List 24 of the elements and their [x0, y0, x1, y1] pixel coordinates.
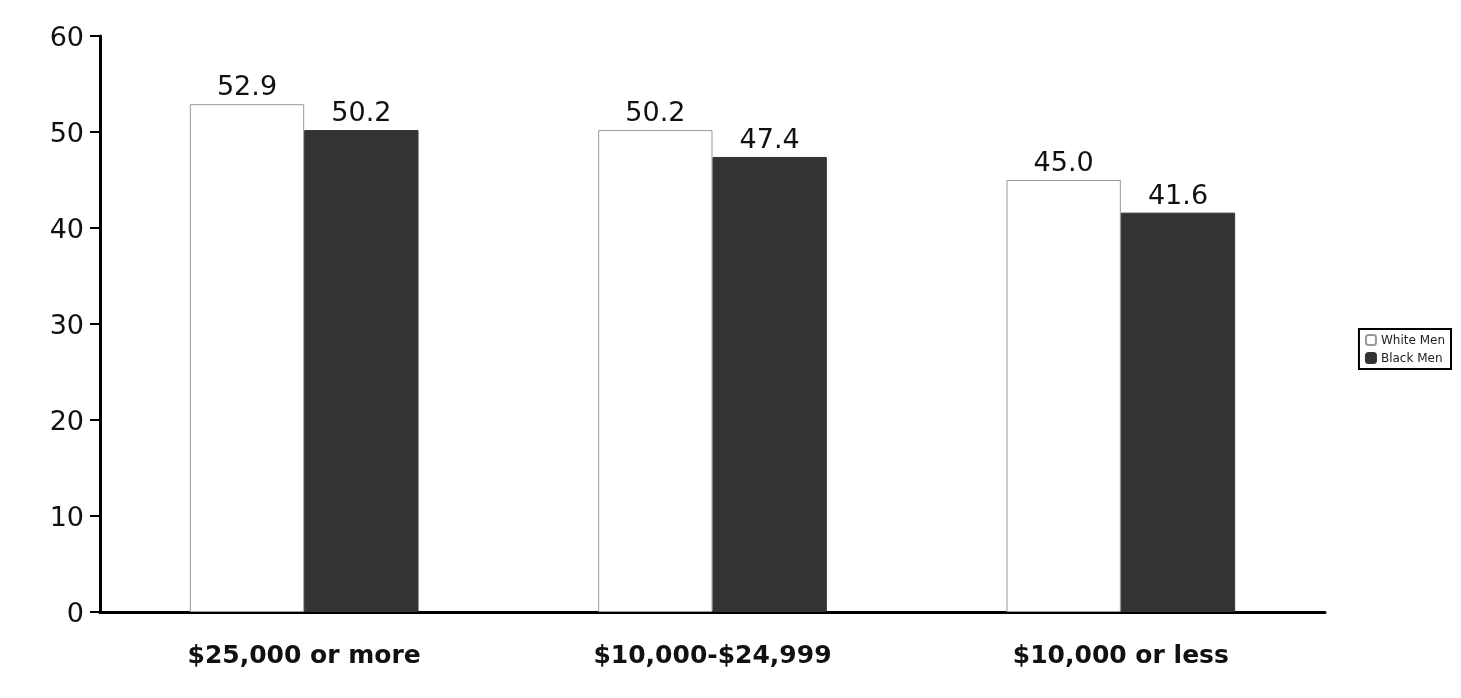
- y-tick-label: 20: [49, 404, 84, 436]
- y-tick-label: 50: [49, 116, 84, 148]
- x-tick-label: $10,000-$24,999: [593, 640, 832, 669]
- bar: [189, 104, 305, 612]
- x-tick-label: $25,000 or more: [187, 640, 421, 669]
- bar: [712, 156, 827, 612]
- y-tick-label: 0: [66, 596, 84, 628]
- bar: [304, 130, 419, 612]
- bar: [1006, 180, 1121, 612]
- data-label: 50.2: [331, 96, 392, 128]
- legend-label: Black Men: [1380, 351, 1443, 365]
- bar: [598, 130, 713, 612]
- y-tick-label: 40: [49, 212, 84, 244]
- bar: [1120, 212, 1236, 612]
- data-label: 47.4: [739, 122, 800, 154]
- legend-label: White Men: [1380, 333, 1446, 347]
- data-label: 41.6: [1147, 178, 1209, 210]
- data-label: 45.0: [1033, 146, 1094, 177]
- y-tick-label: 30: [49, 308, 84, 340]
- data-label: 50.2: [625, 96, 686, 128]
- y-tick-label: 60: [49, 20, 84, 52]
- data-label: 52.9: [216, 70, 278, 102]
- x-tick-label: $10,000 or less: [1012, 640, 1229, 669]
- y-tick-label: 10: [49, 500, 84, 532]
